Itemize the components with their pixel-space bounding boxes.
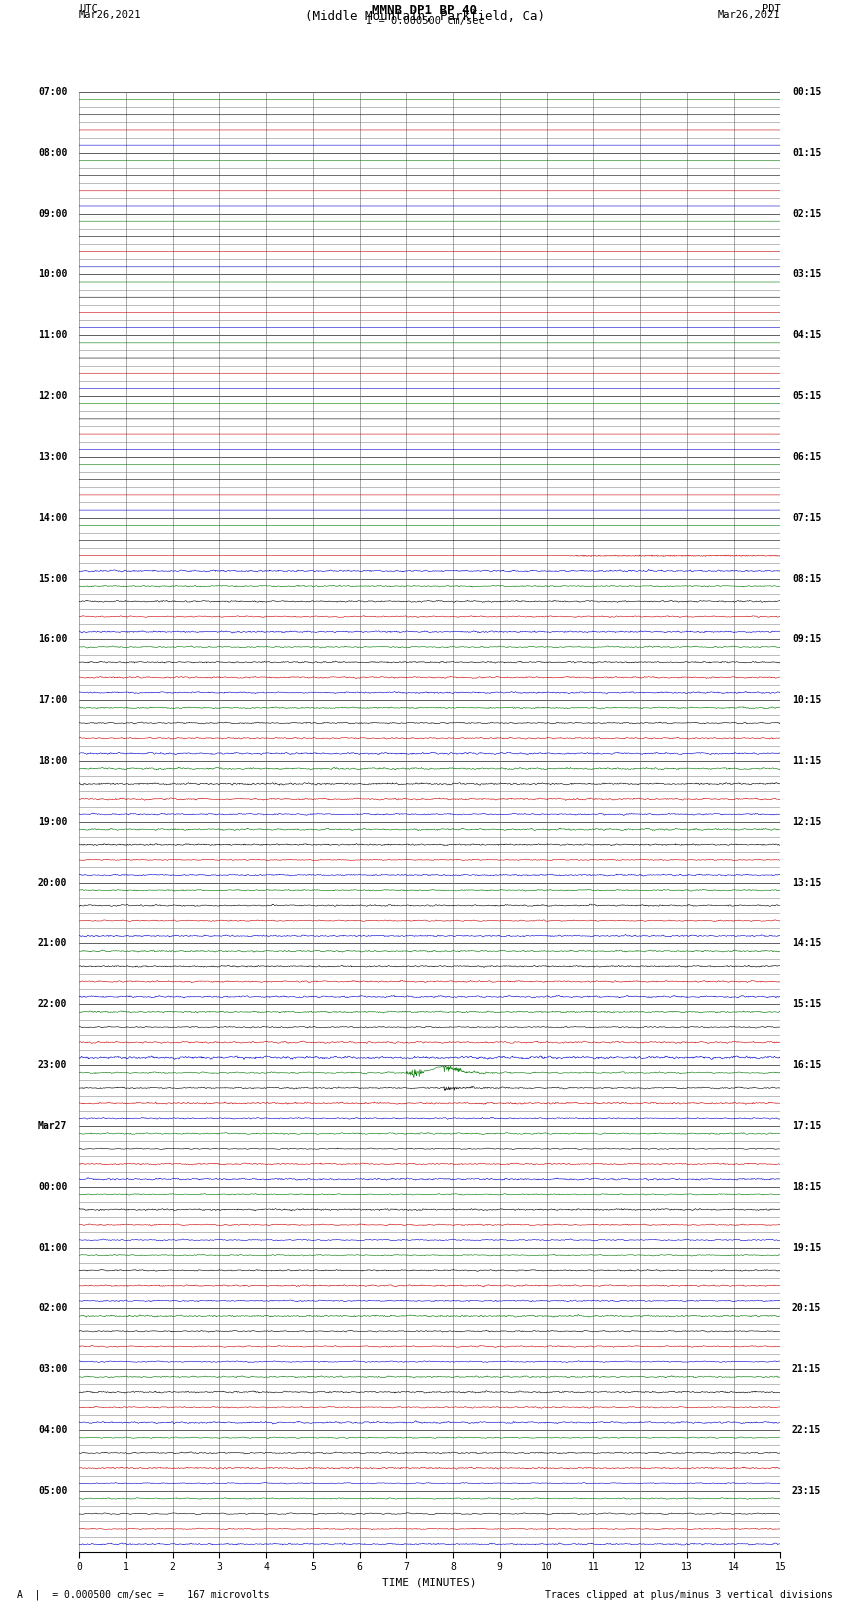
Text: 09:00: 09:00 bbox=[38, 208, 67, 219]
Text: 11:15: 11:15 bbox=[792, 756, 821, 766]
Text: 15:00: 15:00 bbox=[38, 574, 67, 584]
Text: 12:00: 12:00 bbox=[38, 390, 67, 402]
Text: 21:15: 21:15 bbox=[792, 1365, 821, 1374]
Text: 21:00: 21:00 bbox=[38, 939, 67, 948]
Text: Traces clipped at plus/minus 3 vertical divisions: Traces clipped at plus/minus 3 vertical … bbox=[545, 1590, 833, 1600]
Text: 18:15: 18:15 bbox=[792, 1182, 821, 1192]
Text: 14:15: 14:15 bbox=[792, 939, 821, 948]
Text: 08:00: 08:00 bbox=[38, 148, 67, 158]
Text: 17:00: 17:00 bbox=[38, 695, 67, 705]
Text: 16:15: 16:15 bbox=[792, 1060, 821, 1069]
Text: 03:15: 03:15 bbox=[792, 269, 821, 279]
Text: 05:15: 05:15 bbox=[792, 390, 821, 402]
Text: 02:15: 02:15 bbox=[792, 208, 821, 219]
Text: 07:00: 07:00 bbox=[38, 87, 67, 97]
Text: 20:00: 20:00 bbox=[38, 877, 67, 887]
X-axis label: TIME (MINUTES): TIME (MINUTES) bbox=[382, 1578, 477, 1587]
Text: UTC: UTC bbox=[79, 5, 98, 15]
Text: Mar26,2021: Mar26,2021 bbox=[79, 11, 142, 21]
Text: PDT: PDT bbox=[762, 5, 780, 15]
Text: (Middle Mountain, Parkfield, Ca): (Middle Mountain, Parkfield, Ca) bbox=[305, 11, 545, 24]
Text: 03:00: 03:00 bbox=[38, 1365, 67, 1374]
Text: 23:15: 23:15 bbox=[792, 1486, 821, 1495]
Text: 04:00: 04:00 bbox=[38, 1424, 67, 1436]
Text: 00:15: 00:15 bbox=[792, 87, 821, 97]
Text: 19:00: 19:00 bbox=[38, 816, 67, 827]
Text: 13:15: 13:15 bbox=[792, 877, 821, 887]
Text: 12:15: 12:15 bbox=[792, 816, 821, 827]
Text: MMNB DP1 BP 40: MMNB DP1 BP 40 bbox=[372, 5, 478, 18]
Text: 00:00: 00:00 bbox=[38, 1182, 67, 1192]
Text: I = 0.000500 cm/sec: I = 0.000500 cm/sec bbox=[366, 16, 484, 26]
Text: 11:00: 11:00 bbox=[38, 331, 67, 340]
Text: 15:15: 15:15 bbox=[792, 1000, 821, 1010]
Text: 06:15: 06:15 bbox=[792, 452, 821, 461]
Text: 22:00: 22:00 bbox=[38, 1000, 67, 1010]
Text: Mar27: Mar27 bbox=[38, 1121, 67, 1131]
Text: 01:15: 01:15 bbox=[792, 148, 821, 158]
Text: 17:15: 17:15 bbox=[792, 1121, 821, 1131]
Text: A  |  = 0.000500 cm/sec =    167 microvolts: A | = 0.000500 cm/sec = 167 microvolts bbox=[17, 1589, 269, 1600]
Text: 05:00: 05:00 bbox=[38, 1486, 67, 1495]
Text: 14:00: 14:00 bbox=[38, 513, 67, 523]
Text: 08:15: 08:15 bbox=[792, 574, 821, 584]
Text: 09:15: 09:15 bbox=[792, 634, 821, 644]
Text: Mar26,2021: Mar26,2021 bbox=[717, 11, 780, 21]
Text: 13:00: 13:00 bbox=[38, 452, 67, 461]
Text: 07:15: 07:15 bbox=[792, 513, 821, 523]
Text: 16:00: 16:00 bbox=[38, 634, 67, 644]
Text: 04:15: 04:15 bbox=[792, 331, 821, 340]
Text: 02:00: 02:00 bbox=[38, 1303, 67, 1313]
Text: 10:15: 10:15 bbox=[792, 695, 821, 705]
Text: 20:15: 20:15 bbox=[792, 1303, 821, 1313]
Text: 23:00: 23:00 bbox=[38, 1060, 67, 1069]
Text: 01:00: 01:00 bbox=[38, 1242, 67, 1253]
Text: 22:15: 22:15 bbox=[792, 1424, 821, 1436]
Text: 10:00: 10:00 bbox=[38, 269, 67, 279]
Text: 19:15: 19:15 bbox=[792, 1242, 821, 1253]
Text: 18:00: 18:00 bbox=[38, 756, 67, 766]
